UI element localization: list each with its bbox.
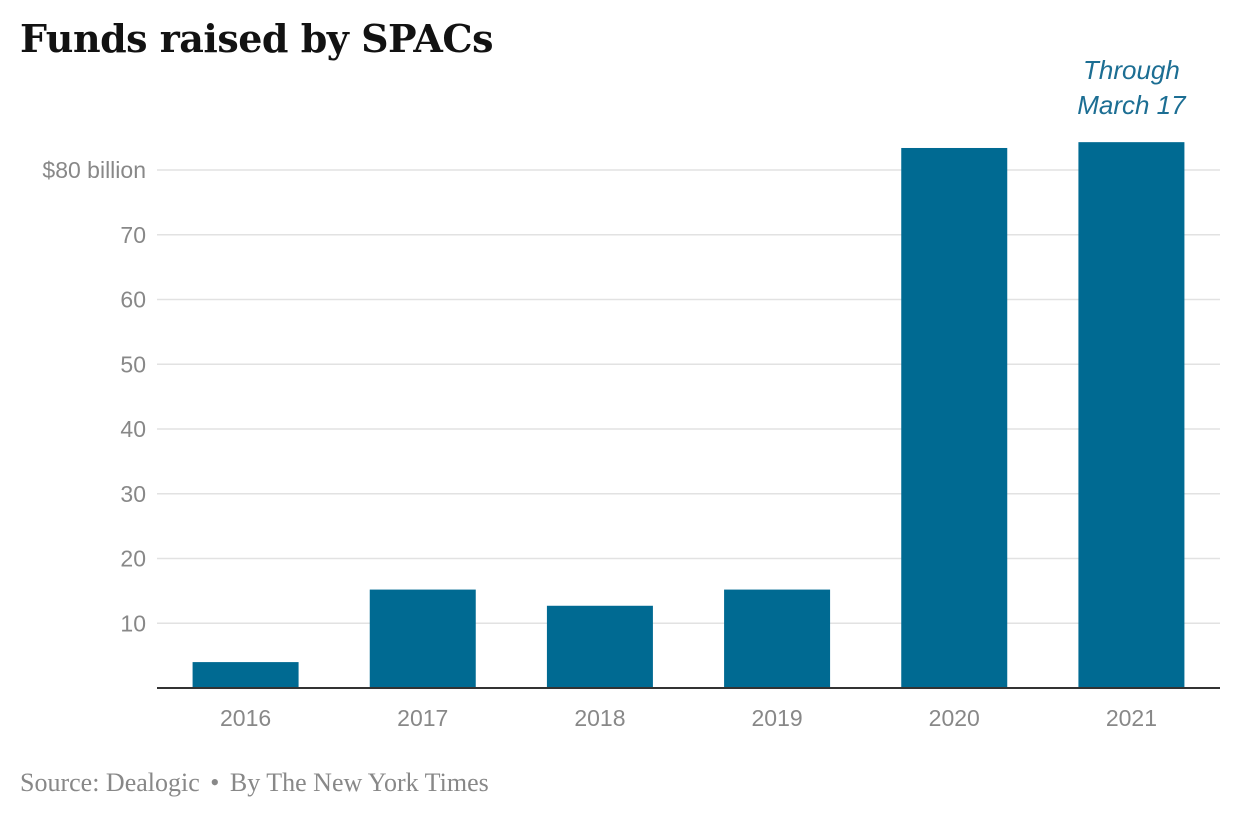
x-tick-label: 2017: [397, 705, 448, 731]
source-note: Source: Dealogic • By The New York Times: [20, 768, 489, 798]
y-tick-label: 50: [120, 351, 146, 377]
bar: [724, 589, 831, 688]
x-tick-label: 2020: [929, 705, 980, 731]
annotation-text: Through: [1083, 55, 1180, 85]
bar: [901, 147, 1008, 689]
y-tick-label: 70: [120, 222, 146, 248]
y-tick-label: 10: [120, 610, 146, 636]
source-credit: By The New York Times: [229, 768, 489, 797]
annotation-text: March 17: [1077, 90, 1187, 120]
chart-title: Funds raised by SPACs: [20, 16, 493, 61]
x-tick-label: 2019: [751, 705, 802, 731]
source-separator: •: [210, 768, 220, 797]
y-tick-label: 60: [120, 287, 146, 313]
x-tick-label: 2018: [574, 705, 625, 731]
y-tick-label: 30: [120, 481, 146, 507]
bar-chart: 10 20 30 40 50 60 70 $80 billion 2016 2017 2018 201…: [42, 55, 1220, 731]
x-tick-label: 2021: [1106, 705, 1157, 731]
y-tick-label: $80 billion: [42, 157, 146, 183]
x-tick-label: 2016: [220, 705, 271, 731]
source-label: Source:: [20, 768, 100, 797]
bar: [192, 662, 299, 688]
bar: [546, 605, 653, 688]
bar: [369, 589, 476, 688]
source-name: Dealogic: [105, 768, 200, 797]
y-tick-label: 20: [120, 546, 146, 572]
y-tick-label: 40: [120, 416, 146, 442]
bar: [1078, 142, 1185, 689]
